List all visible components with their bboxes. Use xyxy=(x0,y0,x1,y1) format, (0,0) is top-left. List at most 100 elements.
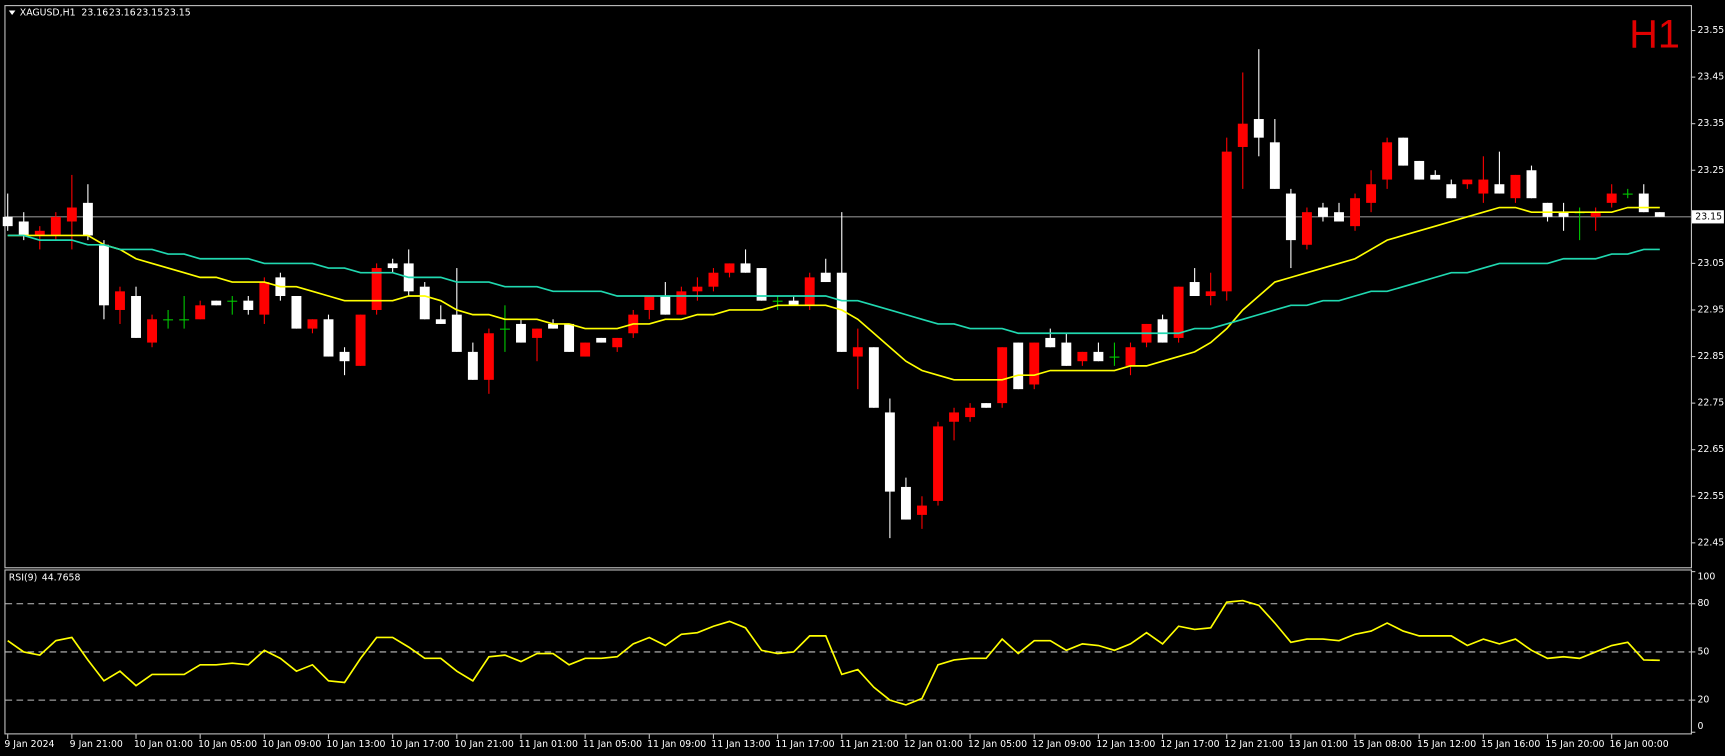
candle-body xyxy=(852,347,863,357)
candle-body xyxy=(82,202,93,236)
x-tick-label: 10 Jan 09:00 xyxy=(262,739,321,750)
candle-body xyxy=(1350,198,1360,227)
candle-body xyxy=(596,337,607,343)
x-tick-label: 10 Jan 05:00 xyxy=(198,739,257,750)
candle-body xyxy=(917,505,927,515)
candle-body xyxy=(868,347,879,408)
candle-body xyxy=(259,282,270,315)
x-tick-label: 11 Jan 09:00 xyxy=(647,739,706,750)
candle-body xyxy=(772,300,783,302)
candle-body xyxy=(1542,202,1553,217)
candle-body xyxy=(243,300,254,310)
rsi-line xyxy=(7,599,1660,706)
candle-body xyxy=(115,291,125,310)
candle-body xyxy=(1237,123,1248,147)
candle-body xyxy=(323,319,334,357)
candle-body xyxy=(211,300,222,306)
candle-body xyxy=(1622,193,1633,195)
header: XAGUSD,H1 23.16 23.16 23.15 23.15 xyxy=(20,7,191,18)
candle-body xyxy=(548,323,559,329)
candle-body xyxy=(516,323,526,343)
x-tick-label: 12 Jan 13:00 xyxy=(1096,739,1155,750)
x-tick-label: 11 Jan 01:00 xyxy=(519,739,578,750)
menu-triangle[interactable] xyxy=(8,10,16,15)
candle-body xyxy=(708,272,719,287)
x-tick-label: 10 Jan 17:00 xyxy=(390,739,449,750)
candle-body xyxy=(467,351,478,380)
x-tick-label: 12 Jan 09:00 xyxy=(1032,739,1091,750)
candle-body xyxy=(1045,337,1056,348)
candle-body xyxy=(644,296,655,310)
candle-body xyxy=(1318,207,1328,217)
candle-body xyxy=(179,319,190,321)
candle-body xyxy=(676,291,687,315)
moving-average xyxy=(7,234,1660,335)
candle-body xyxy=(499,328,510,330)
bid-box xyxy=(1691,210,1724,224)
rsi-value: 44.7658 xyxy=(42,573,81,584)
y-tick-label: 22.55 xyxy=(1697,491,1724,502)
y-tick-label: 0 xyxy=(1697,721,1703,732)
candle-body xyxy=(1494,184,1505,194)
candle-body xyxy=(1398,137,1409,166)
candle-body xyxy=(419,286,430,320)
candle-body xyxy=(1013,342,1024,390)
y-tick-label: 22.95 xyxy=(1697,304,1724,315)
candle-body xyxy=(147,319,158,343)
candle-body xyxy=(1109,356,1120,358)
y-tick-label: 22.85 xyxy=(1697,351,1724,362)
x-tick-label: 15 Jan 08:00 xyxy=(1353,739,1412,750)
x-tick-label: 12 Jan 21:00 xyxy=(1225,739,1284,750)
candle-body xyxy=(756,268,767,301)
candle-body xyxy=(1125,347,1136,366)
candle-body xyxy=(724,263,735,273)
header-low: 23.15 xyxy=(136,7,163,18)
y-tick-label: 23.55 xyxy=(1697,25,1724,36)
candle-body xyxy=(1157,319,1168,343)
candle-body xyxy=(949,412,960,422)
candle-body xyxy=(1558,212,1569,217)
candle-body xyxy=(131,296,141,338)
candle-body xyxy=(371,268,382,310)
candle-body xyxy=(933,426,943,501)
candle-body xyxy=(1334,212,1344,222)
y-tick-label: 23.35 xyxy=(1697,118,1724,129)
candle-body xyxy=(387,263,398,269)
candle-body xyxy=(884,412,895,492)
candle-body xyxy=(965,407,976,418)
candle-body xyxy=(1590,212,1601,217)
y-tick-label: 23.05 xyxy=(1697,258,1724,269)
candle-body xyxy=(1269,142,1280,189)
candle-body xyxy=(1430,174,1441,180)
candle-body xyxy=(1606,193,1617,203)
x-tick-label: 11 Jan 21:00 xyxy=(840,739,899,750)
candle-body xyxy=(1061,342,1072,366)
candle-body xyxy=(580,342,591,357)
x-tick-label: 12 Jan 05:00 xyxy=(968,739,1027,750)
x-tick-label: 15 Jan 16:00 xyxy=(1481,739,1540,750)
candle-body xyxy=(227,300,238,302)
x-tick-label: 12 Jan 01:00 xyxy=(904,739,963,750)
candle-body xyxy=(451,314,462,352)
x-tick-label: 11 Jan 05:00 xyxy=(583,739,642,750)
header-open: 23.16 xyxy=(81,7,108,18)
x-tick-label: 12 Jan 17:00 xyxy=(1160,739,1219,750)
candle-body xyxy=(660,296,671,315)
candle-body xyxy=(612,337,623,348)
candle-body xyxy=(1285,193,1296,241)
candle-body xyxy=(1526,170,1537,199)
candle-body xyxy=(291,296,302,329)
x-tick-label: 9 Jan 2024 xyxy=(4,739,54,750)
candle-body xyxy=(1366,184,1377,203)
x-tick-label: 9 Jan 21:00 xyxy=(70,739,123,750)
candle-body xyxy=(1462,179,1473,185)
candle-body xyxy=(66,207,77,222)
y-tick-label: 50 xyxy=(1697,646,1709,657)
candle-body xyxy=(1253,119,1264,138)
candle-body xyxy=(820,272,831,283)
candle-body xyxy=(564,323,575,352)
y-tick-label: 22.65 xyxy=(1697,444,1724,455)
y-tick-label: 22.75 xyxy=(1697,398,1724,409)
